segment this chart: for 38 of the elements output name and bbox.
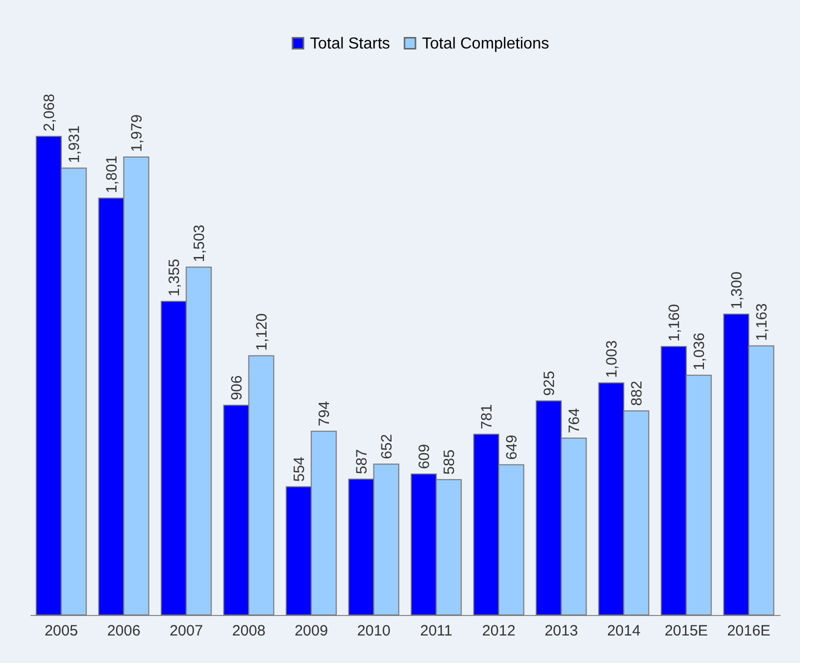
data-label: 1,979 xyxy=(128,114,146,152)
data-label: 1,120 xyxy=(253,313,270,351)
data-label: 781 xyxy=(478,404,496,430)
data-label: 882 xyxy=(628,380,646,406)
x-tick-label: 2007 xyxy=(170,622,203,640)
x-tick-label: 2006 xyxy=(107,622,140,640)
data-label: 1,300 xyxy=(728,272,746,310)
data-label: 649 xyxy=(503,434,520,460)
x-tick-label: 2015E xyxy=(664,622,708,640)
data-label: 609 xyxy=(416,444,433,470)
x-tick-label: 2010 xyxy=(357,622,390,640)
data-label: 1,355 xyxy=(166,258,183,296)
x-tick-label: 2005 xyxy=(44,622,78,640)
x-tick-label: 2012 xyxy=(482,622,516,640)
x-tick-label: 2011 xyxy=(420,622,452,640)
data-label: 1,163 xyxy=(753,303,770,341)
data-label: 2,068 xyxy=(40,94,58,132)
data-label: 1,036 xyxy=(690,332,708,370)
data-label: 587 xyxy=(353,449,370,474)
x-tick-label: 2013 xyxy=(544,622,578,640)
data-label: 1,160 xyxy=(666,304,683,342)
data-label: 554 xyxy=(290,456,308,482)
data-label: 906 xyxy=(228,375,246,400)
data-label: 1,003 xyxy=(603,340,620,378)
data-label: 585 xyxy=(440,450,458,475)
data-label: 794 xyxy=(316,401,333,426)
x-tick-label: 2014 xyxy=(607,622,640,640)
legend-label: Total Starts xyxy=(310,35,390,52)
data-label: 652 xyxy=(378,434,396,460)
x-tick-label: 2008 xyxy=(232,622,266,640)
data-label: 1,931 xyxy=(66,126,83,164)
data-label: 1,801 xyxy=(103,156,120,194)
x-tick-label: 2009 xyxy=(294,622,328,640)
data-label: 925 xyxy=(540,370,558,396)
legend-label: Total Completions xyxy=(422,35,550,52)
data-label: 764 xyxy=(566,408,583,434)
data-label: 1,503 xyxy=(190,224,208,262)
x-tick-label: 2016E xyxy=(727,622,770,640)
